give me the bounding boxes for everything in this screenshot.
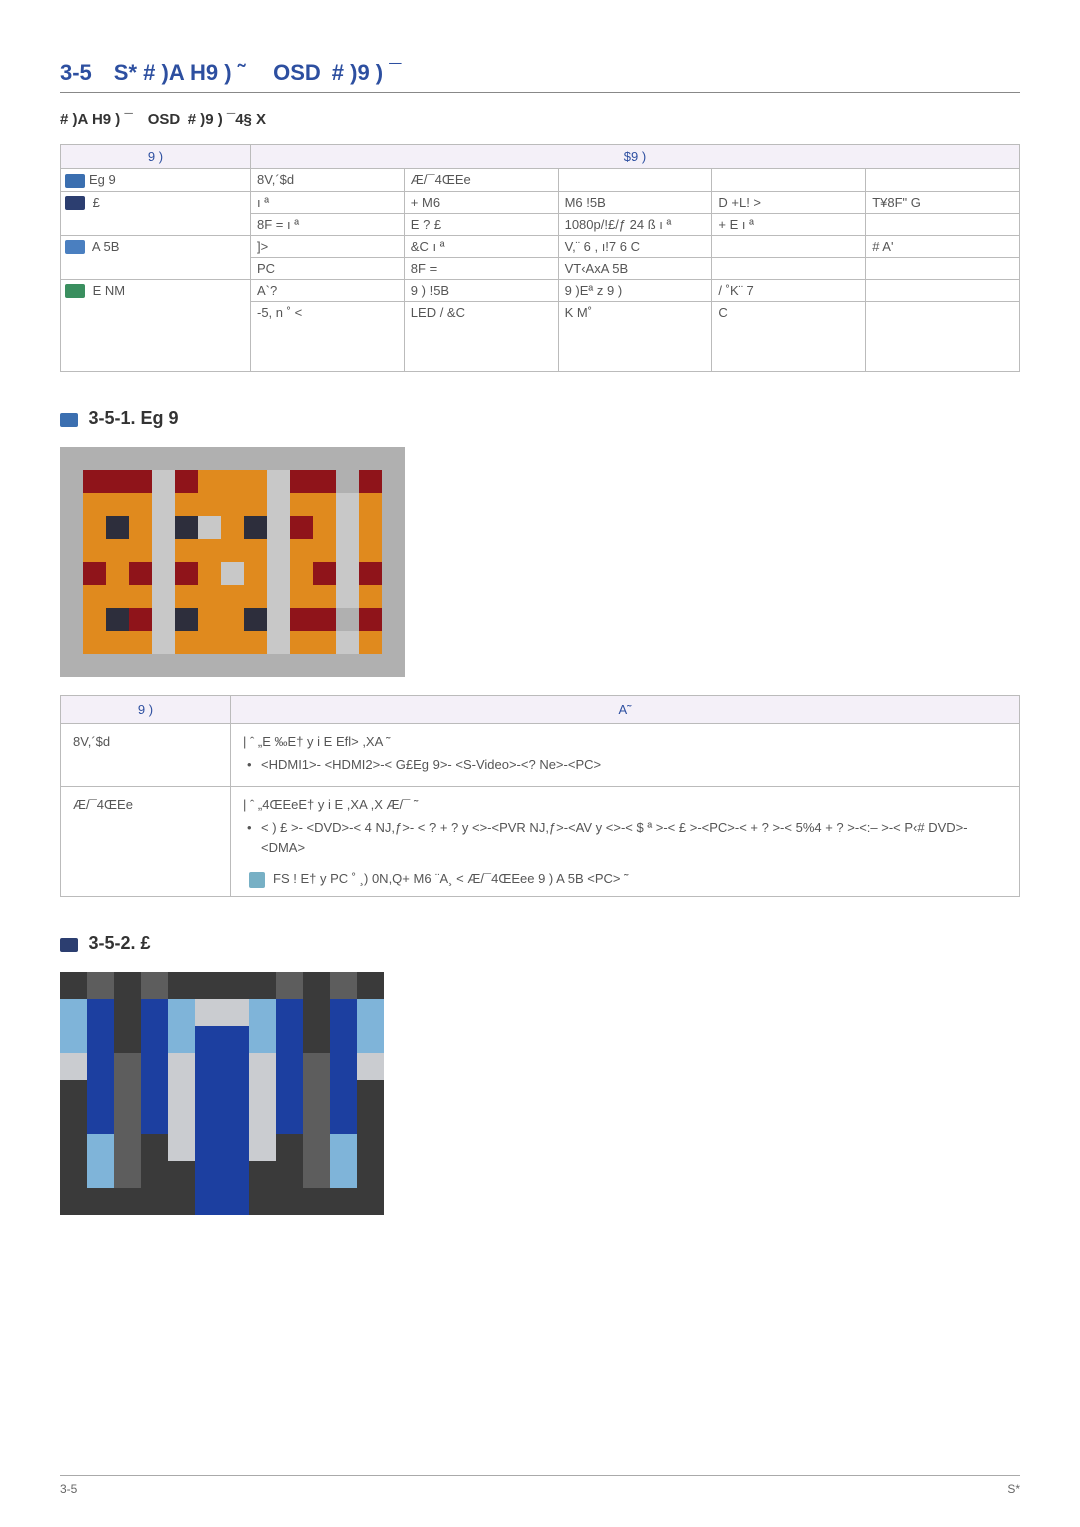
nav-row-icon xyxy=(65,284,85,298)
section-icon xyxy=(60,413,78,427)
nav-row-icon xyxy=(65,196,85,210)
nav-row-label: £ xyxy=(89,195,100,210)
section-3-5-1: 3-5-1. Eg 9 xyxy=(60,408,1020,429)
nav-row-label: Eg 9 xyxy=(89,172,116,187)
nav-cell: ı ª xyxy=(251,191,405,213)
nav-cell: C xyxy=(712,301,866,371)
nav-cell xyxy=(712,169,866,192)
pixel-art-2 xyxy=(60,972,1020,1215)
nav-row-icon xyxy=(65,240,85,254)
nav-cell: V,¨ 6 , ı!7 6 C xyxy=(558,235,712,257)
nav-cell: + E ı ª xyxy=(712,213,866,235)
nav-cell: 8F = xyxy=(404,257,558,279)
section-3-5-2-heading: 3-5-2. £ xyxy=(88,933,150,953)
desc-body-cell: | ˆ „E ‰E† y i E Efl> ,XA ˜<HDMI1>- <HDM… xyxy=(231,723,1020,786)
nav-cell: 9 ) !5B xyxy=(404,279,558,301)
desc-th-2: A˜ xyxy=(231,695,1020,723)
section-3-5-1-heading: 3-5-1. Eg 9 xyxy=(88,408,178,428)
nav-cell: / ˚K¨ 7 xyxy=(712,279,866,301)
info-icon xyxy=(249,872,265,888)
subtitle: # )A H9 ) ¯ OSD # )9 ) ¯4§ X xyxy=(60,111,1020,128)
section-icon-2 xyxy=(60,938,78,952)
nav-table: 9 ) $9 ) Eg 9 8V,´$dÆ/¯4ŒEe £ ı ª + M6 M6… xyxy=(60,144,1020,372)
nav-cell: + M6 xyxy=(404,191,558,213)
nav-cell: VT‹AxA 5B xyxy=(558,257,712,279)
nav-cell: E ? £ xyxy=(404,213,558,235)
nav-cell xyxy=(866,257,1020,279)
nav-cell: PC xyxy=(251,257,405,279)
nav-cell: 1080p/!£/ƒ 24 ß ı ª xyxy=(558,213,712,235)
footer-left: 3-5 xyxy=(60,1482,77,1496)
nav-cell xyxy=(866,213,1020,235)
page-title: 3-5 S* # )A H9 ) ˜ OSD # )9 ) ¯ xyxy=(60,60,401,85)
nav-cell xyxy=(866,169,1020,192)
section-3-5-2: 3-5-2. £ xyxy=(60,933,1020,954)
nav-th-1: 9 ) xyxy=(61,145,251,169)
nav-cell: LED / &C xyxy=(404,301,558,371)
nav-row-label: E NM xyxy=(89,283,125,298)
nav-cell xyxy=(558,169,712,192)
desc-body-cell: | ˆ „4ŒEeE† y i E ,XA ,X Æ/¯ ˜< ) £ >- <… xyxy=(231,786,1020,897)
nav-th-2: $9 ) xyxy=(251,145,1020,169)
nav-cell: D +L! > xyxy=(712,191,866,213)
footer-right: S* xyxy=(1007,1482,1020,1496)
desc-label: 8V,´$d xyxy=(61,723,231,786)
nav-cell: Æ/¯4ŒEe xyxy=(404,169,558,192)
nav-cell xyxy=(712,235,866,257)
nav-cell: 8F = ı ª xyxy=(251,213,405,235)
nav-cell: 9 )Eª z 9 ) xyxy=(558,279,712,301)
desc-table: 9 ) A˜ 8V,´$d | ˆ „E ‰E† y i E Efl> ,XA … xyxy=(60,695,1020,897)
nav-cell: A`? xyxy=(251,279,405,301)
nav-cell: -5, n ˚ < xyxy=(251,301,405,371)
nav-cell: ]> xyxy=(251,235,405,257)
pixel-art-1 xyxy=(60,447,1020,677)
nav-row-label: A 5B xyxy=(89,239,119,254)
nav-cell xyxy=(866,301,1020,371)
nav-cell: # A' xyxy=(866,235,1020,257)
desc-th-1: 9 ) xyxy=(61,695,231,723)
nav-cell: K M˚ xyxy=(558,301,712,371)
nav-row-icon xyxy=(65,174,85,188)
nav-cell: M6 !5B xyxy=(558,191,712,213)
nav-cell: &C ı ª xyxy=(404,235,558,257)
desc-label: Æ/¯4ŒEe xyxy=(61,786,231,897)
nav-cell xyxy=(712,257,866,279)
nav-cell xyxy=(866,279,1020,301)
nav-cell: T¥8F" G xyxy=(866,191,1020,213)
nav-cell: 8V,´$d xyxy=(251,169,405,192)
footer: 3-5 S* xyxy=(60,1475,1020,1496)
